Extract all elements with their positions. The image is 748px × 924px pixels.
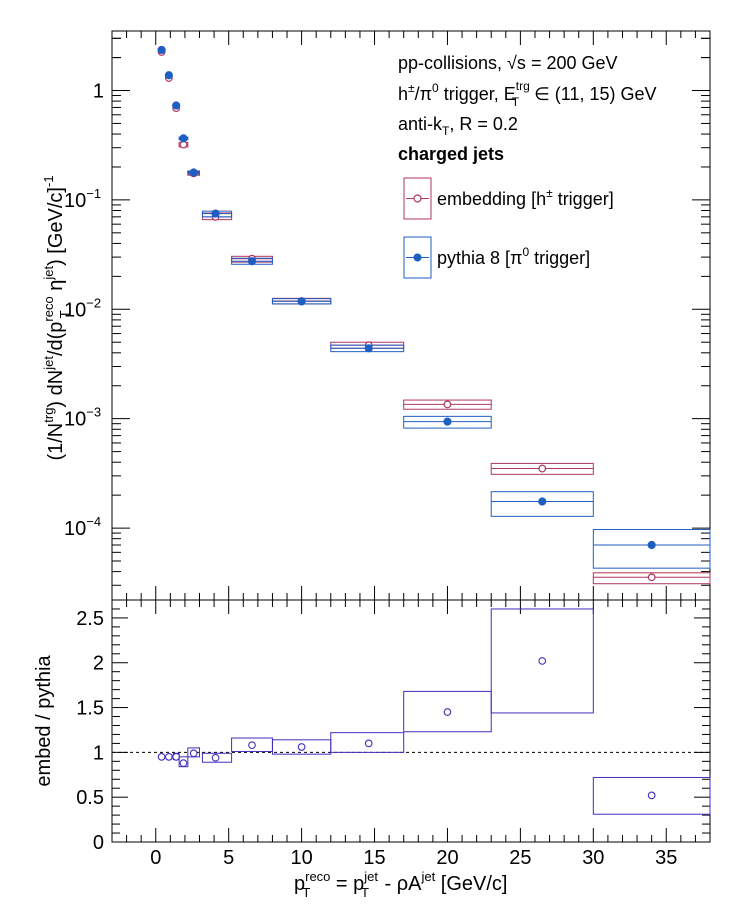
- spectrum-data-point: [179, 134, 188, 143]
- ratio-error-box: [201, 752, 233, 763]
- spectrum-error-box: [403, 415, 492, 429]
- ratio-y-tick-label: 0: [93, 832, 104, 854]
- ratio-y-tick-label: 1.5: [76, 698, 104, 720]
- ratio-ticks: 0 5 10 15 20 25 30 35 0 0.5 1 1.5 2 2.5: [76, 599, 711, 869]
- spectrum-data-point: [647, 540, 656, 550]
- ratio-y-tick-label: 1: [93, 742, 104, 764]
- ratio-y-tick-label: 0.5: [76, 787, 104, 809]
- spectrum-data-point: [538, 464, 547, 473]
- ratio-data-point: [538, 657, 547, 665]
- spectrum-data-point: [443, 417, 452, 426]
- ratio-data-point: [248, 741, 256, 750]
- x-axis-title: preco T = pjet T - ρAjet [GeV/c]: [294, 869, 507, 900]
- annotation-collisions: pp-collisions, √s = 200 GeV: [398, 53, 618, 73]
- spectrum-y-tick-label: 10−2: [64, 295, 101, 321]
- spectrum-data-point: [538, 497, 547, 506]
- ratio-data-point: [157, 753, 166, 761]
- spectrum-data-point: [157, 45, 166, 55]
- ratio-data-point: [172, 753, 181, 761]
- ratio-y-tick-label: 2.5: [76, 608, 104, 630]
- ratio-y-axis-title: embed / pythia: [33, 655, 55, 787]
- annotation-jet-type: charged jets: [398, 144, 504, 164]
- x-tick-label: 10: [290, 847, 312, 869]
- x-tick-label: 15: [363, 847, 385, 869]
- ratio-error-box: [330, 732, 405, 753]
- legend-pythia-label: pythia 8 [π0 trigger]: [437, 245, 590, 268]
- spectrum-data: [157, 45, 711, 585]
- ratio-data-point: [297, 743, 306, 751]
- ratio-data-point: [211, 753, 220, 762]
- legend-pythia-marker-box: [403, 236, 432, 279]
- spectrum-error-box: [490, 491, 594, 517]
- annotation-algorithm: anti-kT, R = 0.2: [398, 114, 518, 138]
- ratio-data-point: [364, 739, 373, 748]
- spectrum-y-tick-label: 1: [93, 81, 104, 103]
- ratio-data-point: [647, 791, 656, 800]
- x-tick-label: 35: [655, 847, 677, 869]
- x-tick-label: 0: [150, 847, 161, 869]
- legend-embedding-marker: [413, 194, 422, 203]
- spectrum-data-point: [211, 209, 220, 218]
- ratio-panel-frame: [111, 599, 711, 843]
- spectrum-y-tick-label: 10−3: [64, 405, 101, 431]
- spectrum-data-point: [364, 344, 373, 353]
- spectrum-data-point: [189, 168, 198, 177]
- ratio-data-point: [189, 749, 198, 758]
- annotation-trigger: h±/π0 trigger, Etrg T ∈ (11, 15) GeV: [398, 79, 657, 109]
- spectrum-data-point: [647, 573, 656, 582]
- ratio-error-box: [592, 776, 711, 815]
- x-tick-label: 30: [582, 847, 604, 869]
- spectrum-ticks: 1 10−1 10−2 10−3 10−4: [64, 31, 711, 600]
- ratio-data: [157, 608, 711, 815]
- spectrum-data-point: [297, 297, 306, 306]
- spectrum-data-point: [172, 101, 181, 110]
- legend-embedding-label: embedding [h± trigger]: [437, 186, 614, 209]
- x-tick-label: 5: [223, 847, 234, 869]
- ratio-data-point: [179, 759, 188, 767]
- spectrum-error-box: [592, 529, 711, 569]
- spectrum-y-axis-title: (1/Ntrg) dNjet/d(precoT ηjet) [GeV/c]-1: [41, 175, 72, 460]
- spectrum-data-point: [164, 71, 173, 80]
- spectrum-data-point: [443, 400, 452, 409]
- legend: embedding [h± trigger] pythia 8 [π0 trig…: [403, 177, 614, 279]
- legend-embedding-marker-box: [403, 177, 432, 220]
- ratio-data-point: [165, 753, 173, 761]
- spectrum-error-box: [592, 572, 711, 585]
- spectrum-data-point: [247, 257, 257, 266]
- spectrum-y-tick-label: 10−4: [64, 514, 101, 540]
- x-tick-label: 25: [509, 847, 531, 869]
- ratio-y-tick-label: 2: [93, 653, 104, 675]
- spectrum-y-tick-label: 10−1: [64, 186, 101, 212]
- ratio-error-box: [490, 608, 594, 714]
- legend-pythia-marker: [413, 253, 422, 262]
- x-tick-label: 20: [436, 847, 458, 869]
- ratio-data-point: [443, 708, 452, 716]
